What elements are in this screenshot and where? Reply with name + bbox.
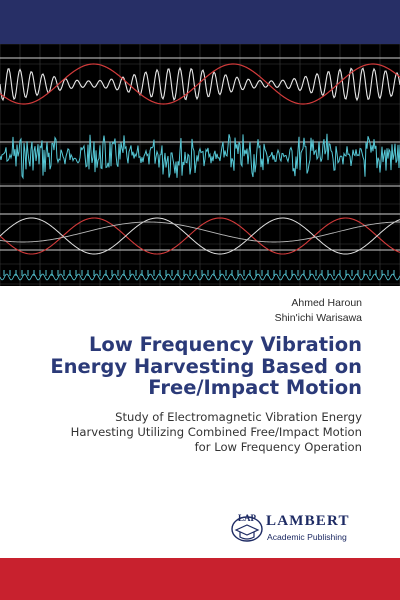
author-list: Ahmed Haroun Shin'ichi Warisawa: [275, 296, 362, 326]
author-name: Ahmed Haroun: [291, 297, 362, 309]
title-line: Low Frequency Vibration: [89, 333, 362, 356]
lap-badge-icon: LAP: [231, 513, 263, 542]
top-color-band: [0, 0, 400, 44]
lap-logo-text: LAP: [238, 513, 257, 523]
title-line: Free/Impact Motion: [148, 376, 362, 399]
waveform-image: [0, 44, 400, 286]
book-title: Low Frequency Vibration Energy Harvestin…: [22, 334, 362, 399]
publisher-subname: Academic Publishing: [267, 532, 347, 542]
author-name: Shin'ichi Warisawa: [274, 312, 362, 324]
oscilloscope-artwork: [0, 44, 400, 286]
publisher-logo: LAP LAMBERT Academic Publishing: [230, 508, 366, 548]
subtitle-line: Harvesting Utilizing Combined Free/Impac…: [70, 425, 362, 439]
book-subtitle: Study of Electromagnetic Vibration Energ…: [22, 410, 362, 455]
bottom-color-band: [0, 558, 400, 600]
publisher-name: LAMBERT: [266, 513, 350, 529]
subtitle-line: Study of Electromagnetic Vibration Energ…: [115, 410, 362, 424]
subtitle-line: for Low Frequency Operation: [194, 440, 362, 454]
title-line: Energy Harvesting Based on: [50, 354, 362, 378]
